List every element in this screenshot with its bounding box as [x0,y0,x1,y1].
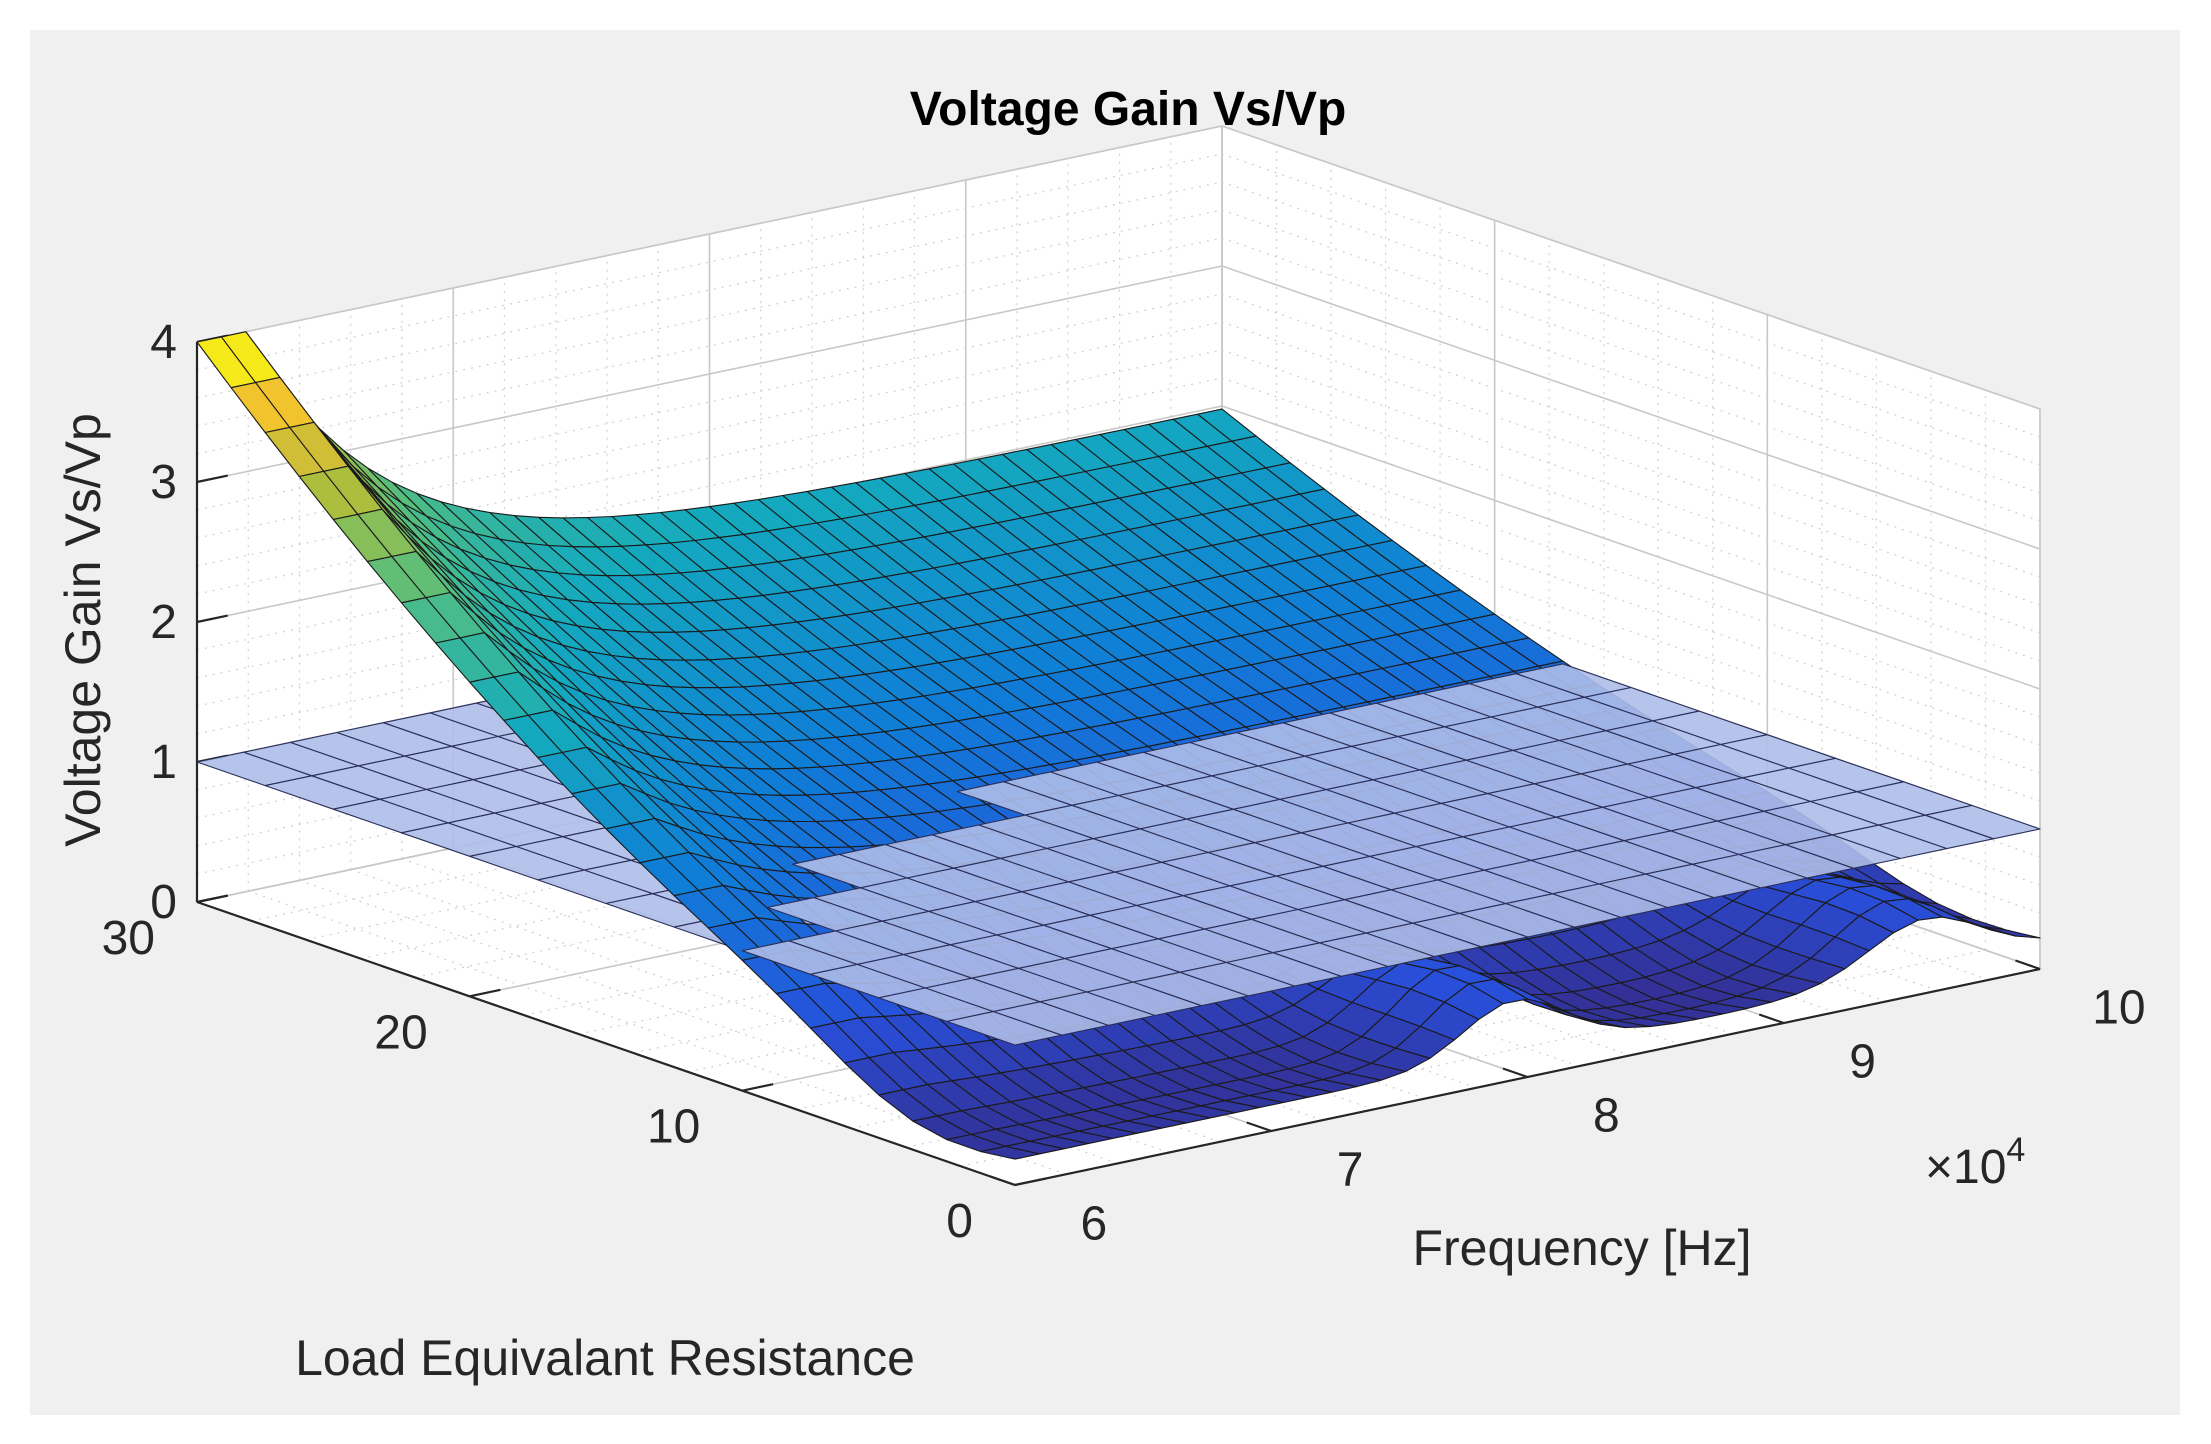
plot-layer [196,331,2041,1160]
grid-line [196,181,1223,399]
unity-plane-patch [946,1011,1063,1046]
x-tick-label: 7 [1337,1144,1364,1197]
grid-line [1221,461,2041,746]
x-axis-label: Frequency [Hz] [1412,1220,1751,1276]
x-tick-mark [1502,1067,1528,1079]
grid-line [1221,433,2041,718]
grid-line [1221,265,2041,550]
grid-line [1221,405,2041,690]
x-axis-exponent: ×104 [1925,1131,2025,1194]
z-tick-label: 4 [150,316,177,369]
z-tick-mark [196,894,228,904]
y-axis-label: Load Equivalant Resistance [295,1330,915,1386]
y-tick-label: 20 [374,1006,427,1059]
z-tick-label: 2 [150,596,177,649]
x-tick-mark [1246,1121,1272,1133]
y-tick-label: 10 [647,1101,700,1154]
y-tick-mark [742,1083,774,1092]
y-tick-mark [469,988,501,998]
grid-line [196,293,1223,511]
z-tick-mark [196,474,228,484]
grid-line [1221,237,2041,522]
grid-line [1221,125,2041,410]
grid-line [1221,349,2041,634]
z-tick-mark [196,614,228,624]
x-tick-mark [990,1175,1016,1187]
grid-line [196,349,1223,567]
grid-line [1221,209,2041,494]
x-tick-label: 10 [2092,982,2145,1035]
grid-line [1221,321,2041,606]
y-axis-line [196,900,1016,1187]
z-tick-label: 0 [150,876,177,929]
x-tick-label: 9 [1849,1036,1876,1089]
x-tick-mark [1758,1013,1785,1025]
grid-line [1221,181,2041,466]
grid-line [1221,293,2041,578]
grid-line [1221,153,2041,438]
grid-line [196,125,1223,343]
x-axis-exponent-base: ×10 [1925,1141,2006,1194]
grid-line [196,237,1223,455]
x-tick-label: 8 [1593,1090,1620,1143]
y-tick-mark [1014,1177,1046,1187]
grid-line [196,377,1223,595]
chart-title: Voltage Gain Vs/Vp [910,83,1347,136]
z-axis-label: Voltage Gain Vs/Vp [55,413,111,847]
z-tick-label: 1 [150,736,177,789]
grid-line [1221,377,2041,662]
grid-line [196,265,1223,483]
z-tick-label: 3 [150,456,177,509]
grid-line [196,153,1223,371]
x-tick-mark [2015,959,2041,971]
surface-patch [980,1145,1040,1160]
x-tick-label: 6 [1081,1198,1108,1251]
grid-line [196,209,1223,427]
grid-line [196,321,1223,539]
y-tick-label: 0 [946,1195,973,1248]
x-axis-exponent-power: 4 [2006,1131,2025,1169]
y-tick-label: 30 [102,912,155,965]
